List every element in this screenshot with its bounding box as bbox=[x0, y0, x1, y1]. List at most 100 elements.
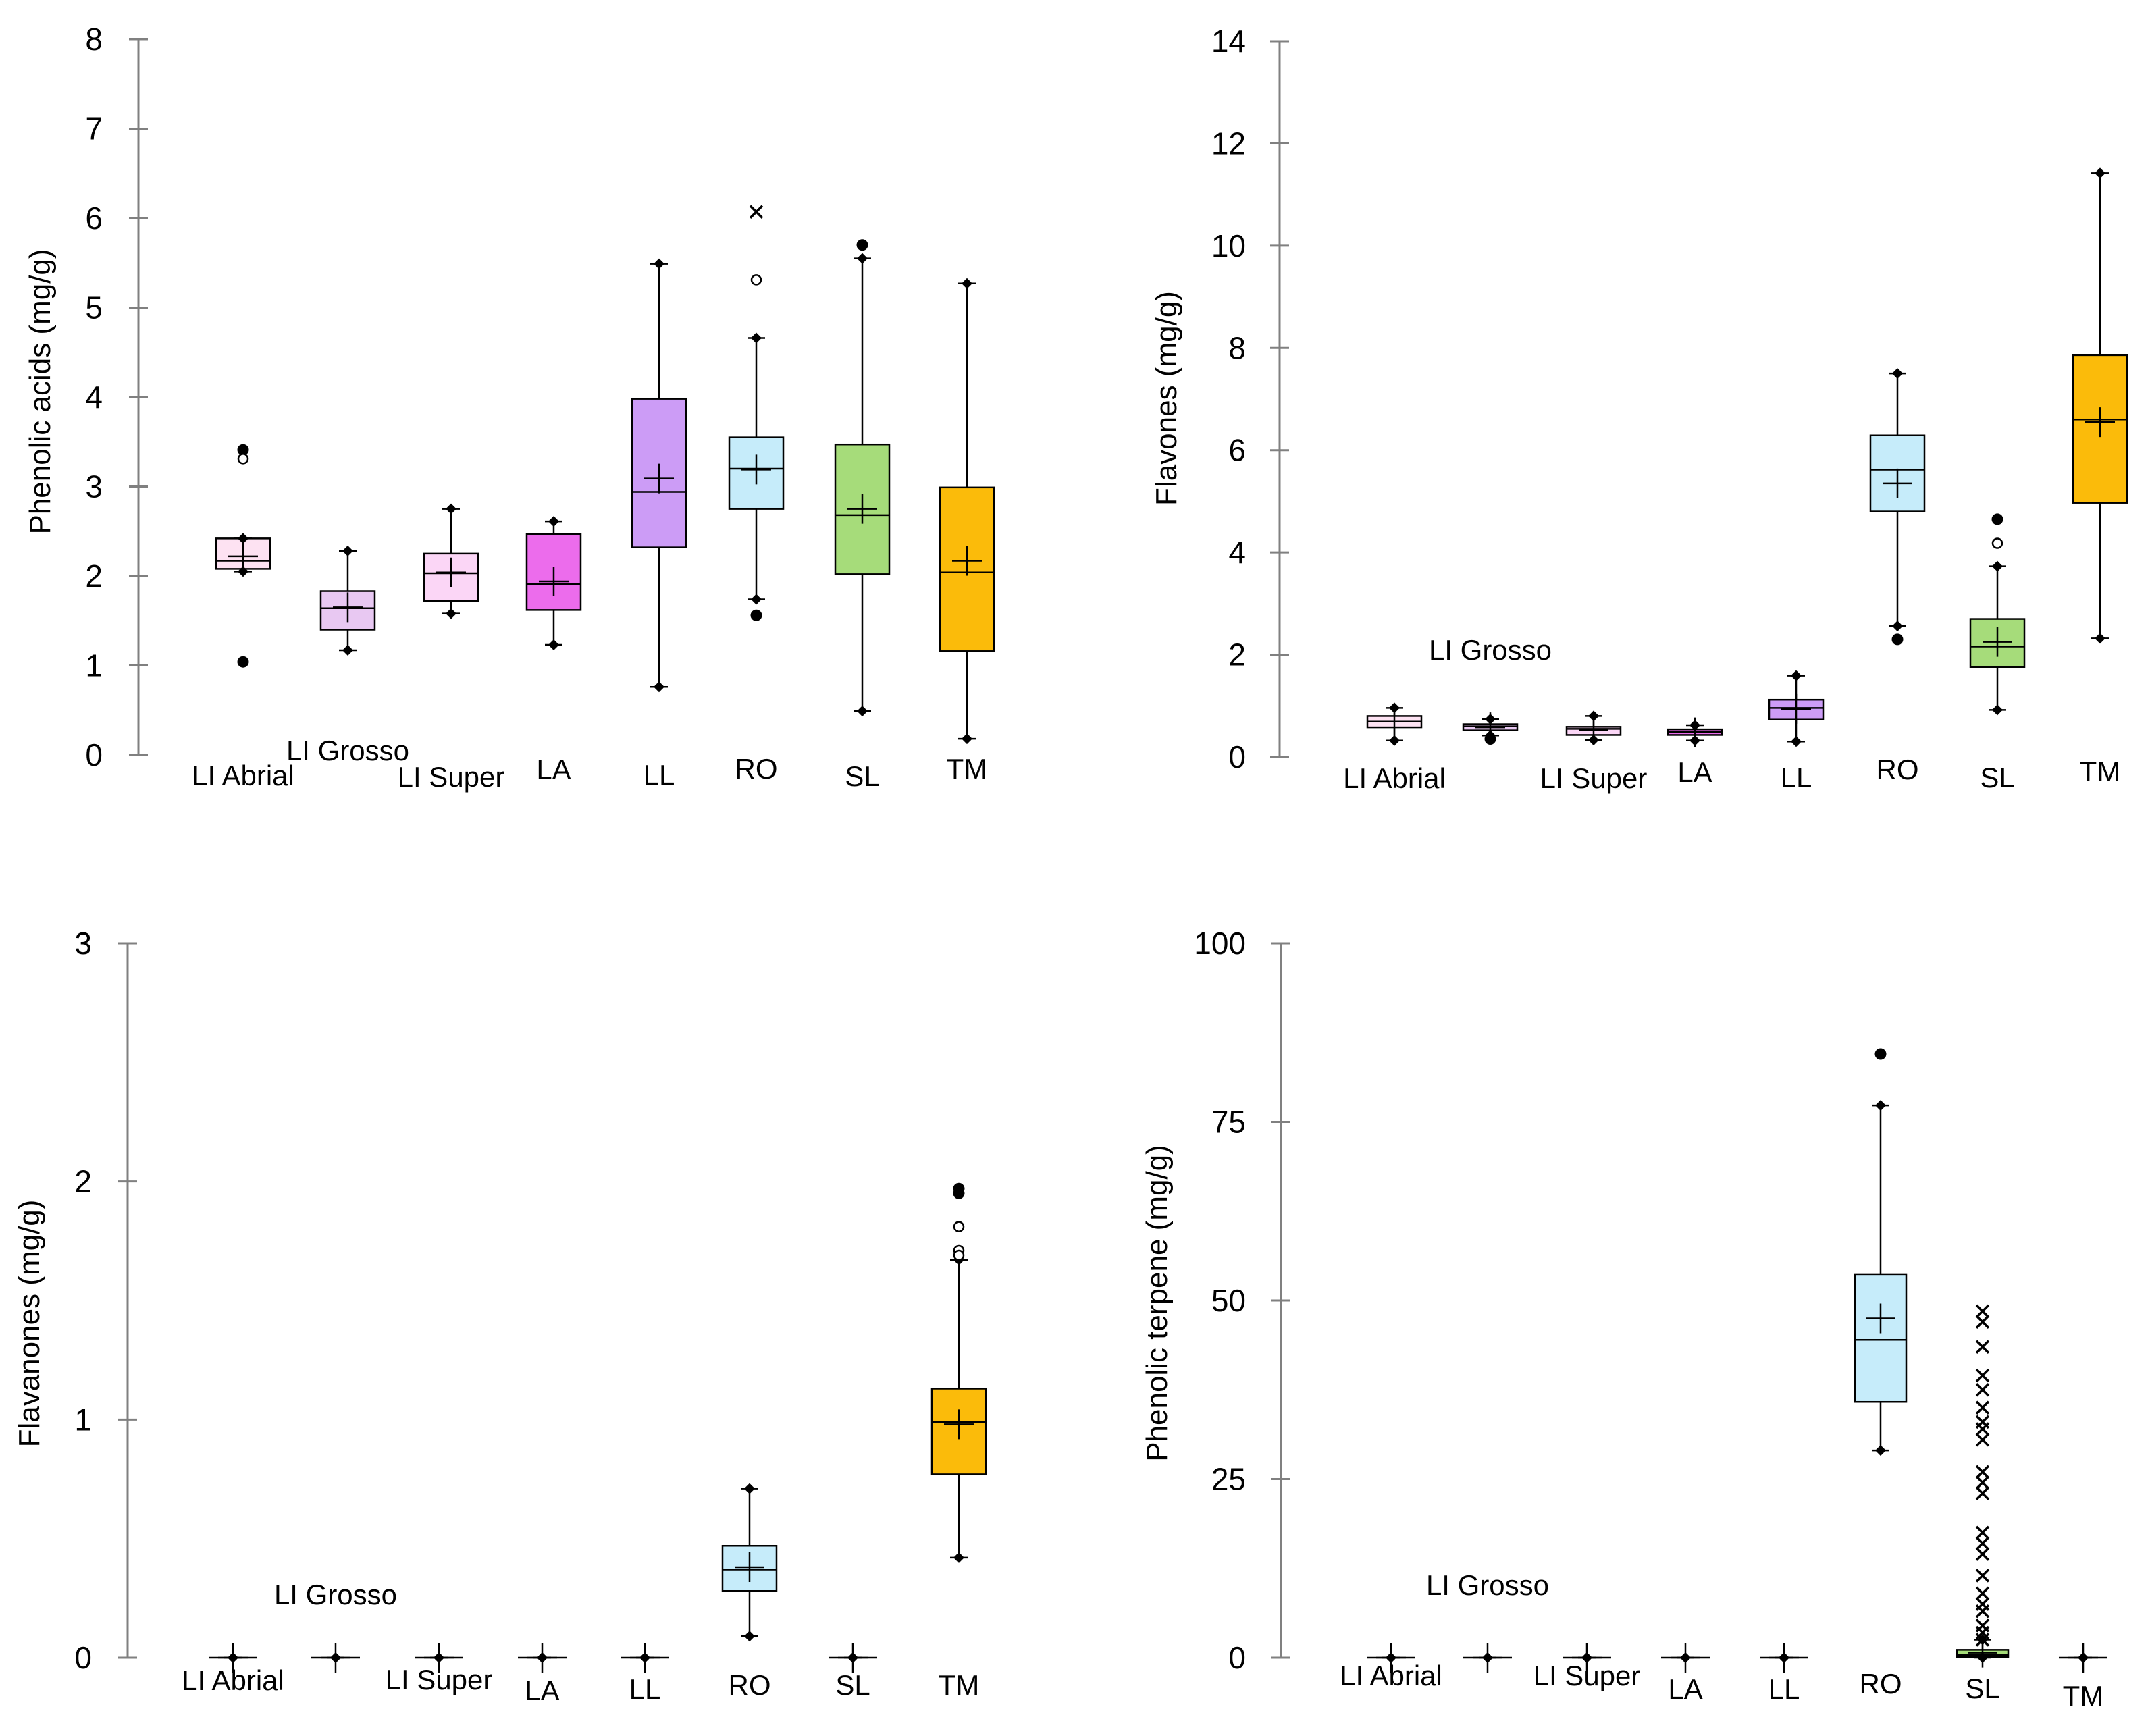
box-li-grosso bbox=[311, 1643, 360, 1673]
outlier-circle bbox=[750, 274, 762, 286]
category-label-la: LA bbox=[525, 1675, 559, 1706]
outlier-star bbox=[1975, 1304, 1990, 1319]
box-ll bbox=[621, 1643, 669, 1673]
whisker-end-diamond bbox=[2095, 167, 2105, 179]
whisker-end-diamond bbox=[446, 503, 456, 515]
box-sl bbox=[834, 239, 891, 717]
outlier-star bbox=[1975, 1400, 1990, 1415]
outlier-star bbox=[1975, 1547, 1990, 1561]
whisker-end-diamond bbox=[857, 253, 868, 264]
category-label-ll: LL bbox=[1768, 1673, 1800, 1705]
category-label-tm: TM bbox=[947, 753, 988, 785]
category-label-li-abrial: LI Abrial bbox=[192, 760, 294, 791]
outlier-star bbox=[1975, 1475, 1990, 1490]
category-label-sl: SL bbox=[1980, 762, 2014, 793]
mean-marker bbox=[847, 494, 877, 524]
whisker-end-diamond bbox=[238, 533, 248, 544]
outlier-star bbox=[1975, 1422, 1990, 1436]
y-axis-label: Phenolic acids (mg/g) bbox=[24, 248, 57, 534]
whisker-end-diamond bbox=[548, 639, 559, 651]
box-la bbox=[1661, 1643, 1710, 1673]
box-ro bbox=[728, 205, 785, 621]
whisker-end-diamond bbox=[1482, 1652, 1493, 1663]
outlier-circle bbox=[1991, 537, 2003, 549]
mean-marker bbox=[735, 1552, 764, 1582]
category-label-ro: RO bbox=[729, 1669, 771, 1701]
y-tick-label: 12 bbox=[1211, 126, 1246, 161]
outlier-dot bbox=[856, 239, 868, 251]
category-label-la: LA bbox=[1668, 1673, 1702, 1705]
box-la bbox=[525, 516, 582, 651]
whisker-end-diamond bbox=[639, 1652, 650, 1663]
whisker-end-diamond bbox=[1875, 1445, 1886, 1456]
box-ll bbox=[1760, 1643, 1808, 1673]
category-label-li-grosso: LI Grosso bbox=[286, 735, 409, 766]
whisker-end-diamond bbox=[1389, 702, 1400, 714]
whisker-end-diamond bbox=[751, 594, 762, 605]
outlier-star bbox=[1975, 1340, 1990, 1354]
y-tick-label: 2 bbox=[1228, 637, 1246, 673]
y-tick-label: 75 bbox=[1211, 1105, 1246, 1140]
box-ll bbox=[631, 258, 687, 693]
outlier-star bbox=[1975, 1383, 1990, 1397]
mean-marker bbox=[944, 1409, 974, 1440]
box-tm bbox=[939, 278, 995, 745]
category-label-li-super: LI Super bbox=[1540, 762, 1648, 794]
mean-marker bbox=[436, 557, 466, 587]
whisker-end-diamond bbox=[1791, 670, 1802, 681]
category-label-la: LA bbox=[1677, 756, 1712, 788]
outlier-star bbox=[1975, 1486, 1990, 1500]
outlier-dot bbox=[1891, 633, 1904, 646]
whisker-end-diamond bbox=[1689, 720, 1700, 731]
y-tick-label: 25 bbox=[1211, 1462, 1246, 1497]
outlier-dot bbox=[750, 609, 762, 621]
whisker-end-diamond bbox=[1875, 1100, 1886, 1111]
y-tick-label: 4 bbox=[1228, 535, 1246, 570]
whisker-end-diamond bbox=[1992, 704, 2003, 716]
mean-marker bbox=[1866, 1303, 1895, 1334]
category-label-li-grosso: LI Grosso bbox=[274, 1579, 397, 1610]
outlier-star bbox=[749, 205, 764, 219]
outlier-dot bbox=[1874, 1048, 1887, 1060]
box-li-grosso bbox=[319, 545, 376, 656]
whisker-end-diamond bbox=[751, 332, 762, 344]
whisker-end-diamond bbox=[1892, 368, 1903, 379]
outlier-dot bbox=[1484, 733, 1496, 745]
outlier-star bbox=[1975, 1604, 1990, 1619]
y-axis-label: Flavones (mg/g) bbox=[1150, 291, 1183, 506]
whisker-end-diamond bbox=[1977, 1652, 1988, 1663]
box-li-grosso bbox=[1463, 1643, 1512, 1673]
whisker-end-diamond bbox=[1386, 1652, 1396, 1663]
category-label-sl: SL bbox=[1965, 1673, 1999, 1704]
y-tick-label: 1 bbox=[74, 1402, 92, 1437]
outlier-circle bbox=[953, 1221, 965, 1232]
whisker-end-diamond bbox=[1389, 735, 1400, 746]
outlier-star bbox=[1975, 1433, 1990, 1447]
box-la bbox=[1667, 717, 1723, 747]
whisker-end-diamond bbox=[1779, 1652, 1789, 1663]
y-tick-label: 8 bbox=[85, 22, 103, 57]
box-tm bbox=[930, 1182, 987, 1563]
mean-marker bbox=[741, 454, 771, 485]
panel-flavones: 0 2 4 6 8 10 12 14 Flavones (mg/g) LI Abrial LI Gr… bbox=[1150, 24, 2128, 794]
outlier-star bbox=[1975, 1633, 1990, 1647]
y-tick-label: 14 bbox=[1211, 24, 1246, 59]
box-li-abrial bbox=[1367, 1643, 1415, 1673]
outlier-star bbox=[1975, 1536, 1990, 1550]
box-tm bbox=[2072, 167, 2128, 644]
box-ll bbox=[1768, 670, 1825, 747]
whisker-end-diamond bbox=[1581, 1652, 1592, 1663]
box-li-super bbox=[423, 503, 479, 619]
outlier-star bbox=[1975, 1315, 1990, 1329]
whisker-end-diamond bbox=[342, 644, 353, 656]
box-ro bbox=[721, 1483, 778, 1642]
box-ro bbox=[1854, 1048, 1908, 1456]
y-tick-label: 10 bbox=[1211, 228, 1246, 263]
whisker-end-diamond bbox=[228, 1652, 238, 1663]
outlier-circle bbox=[237, 453, 249, 465]
y-tick-label: 0 bbox=[1228, 739, 1246, 774]
